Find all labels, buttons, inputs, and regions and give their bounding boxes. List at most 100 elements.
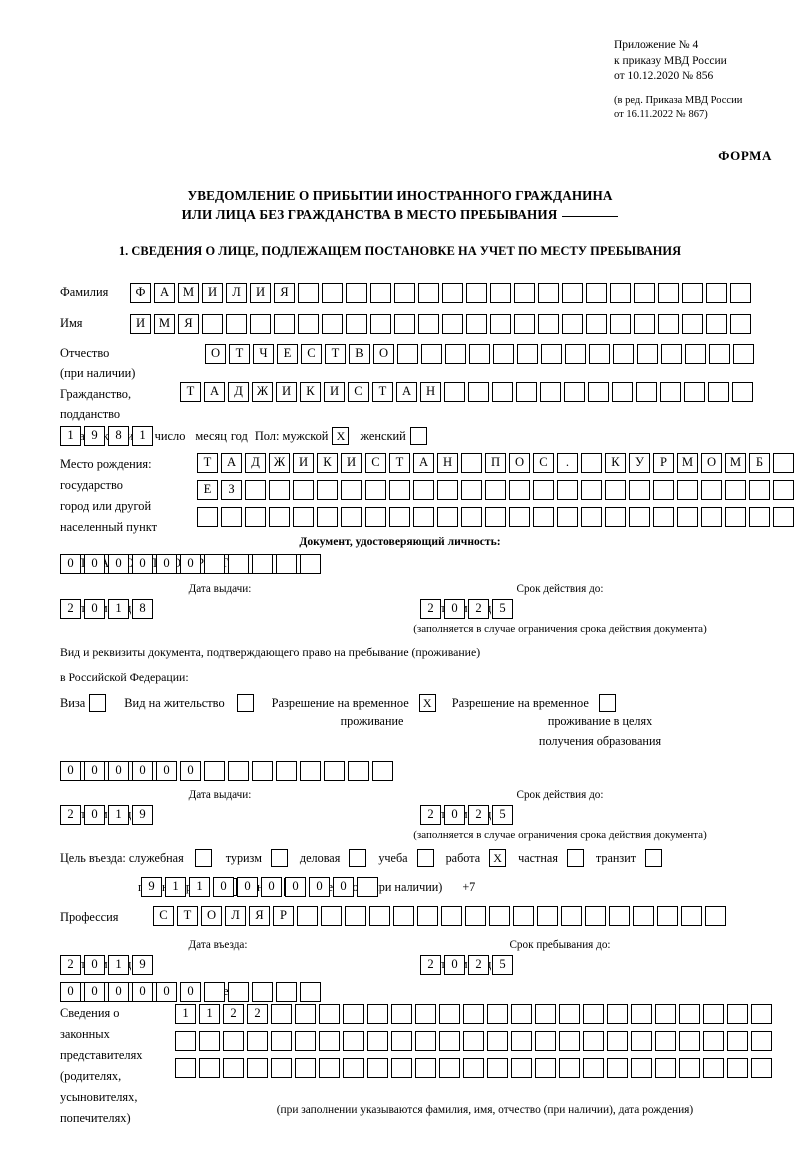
char-cell[interactable]	[365, 480, 386, 500]
char-cell[interactable]	[269, 480, 290, 500]
char-cell[interactable]: .	[557, 453, 578, 473]
char-cell[interactable]: 0	[84, 760, 105, 781]
char-cell[interactable]	[709, 344, 730, 364]
char-cell[interactable]	[541, 344, 562, 364]
char-cell[interactable]	[276, 981, 297, 1002]
char-cell[interactable]	[535, 1004, 556, 1024]
purpose-official-checkbox[interactable]	[194, 849, 212, 867]
char-cell[interactable]	[708, 382, 729, 402]
char-cell[interactable]	[223, 1031, 244, 1051]
char-cell[interactable]	[586, 283, 607, 303]
char-cell[interactable]	[439, 1058, 460, 1078]
char-cell[interactable]	[703, 1031, 724, 1051]
char-cell[interactable]	[444, 382, 465, 402]
char-cell[interactable]	[685, 344, 706, 364]
char-cell[interactable]	[629, 507, 650, 527]
char-cell[interactable]	[703, 1004, 724, 1024]
char-cell[interactable]	[417, 906, 438, 926]
char-cell[interactable]	[703, 1058, 724, 1078]
char-cell[interactable]	[445, 344, 466, 364]
char-cell[interactable]: З	[221, 480, 242, 500]
char-cell[interactable]	[441, 906, 462, 926]
char-cell[interactable]	[197, 507, 218, 527]
char-cell[interactable]: С	[153, 906, 174, 926]
char-cell[interactable]	[415, 1031, 436, 1051]
char-cell[interactable]	[727, 1004, 748, 1024]
char-cell[interactable]: 0	[60, 981, 81, 1002]
char-cell[interactable]: А	[221, 453, 242, 473]
char-cell[interactable]: 0	[444, 598, 465, 619]
char-cell[interactable]: П	[485, 453, 506, 473]
purpose-tourism-checkbox[interactable]	[270, 849, 288, 867]
char-cell[interactable]	[252, 553, 273, 574]
char-cell[interactable]	[537, 906, 558, 926]
char-cell[interactable]	[514, 314, 535, 334]
char-cell[interactable]	[607, 1004, 628, 1024]
char-cell[interactable]	[514, 283, 535, 303]
char-cell[interactable]: В	[349, 344, 370, 364]
char-cell[interactable]	[701, 480, 722, 500]
char-cell[interactable]	[271, 1058, 292, 1078]
char-cell[interactable]	[773, 480, 794, 500]
char-cell[interactable]	[540, 382, 561, 402]
char-cell[interactable]	[485, 507, 506, 527]
char-cell[interactable]	[421, 344, 442, 364]
char-cell[interactable]: И	[324, 382, 345, 402]
char-cell[interactable]	[773, 507, 794, 527]
char-cell[interactable]	[733, 344, 754, 364]
char-cell[interactable]: К	[605, 453, 626, 473]
char-cell[interactable]	[319, 1058, 340, 1078]
char-cell[interactable]	[463, 1058, 484, 1078]
char-cell[interactable]	[346, 283, 367, 303]
char-cell[interactable]: 1	[199, 1004, 220, 1024]
char-cell[interactable]	[204, 981, 225, 1002]
char-cell[interactable]	[509, 480, 530, 500]
char-cell[interactable]	[679, 1031, 700, 1051]
char-cell[interactable]	[343, 1058, 364, 1078]
char-cell[interactable]	[391, 1058, 412, 1078]
char-cell[interactable]: М	[154, 314, 175, 334]
char-cell[interactable]	[610, 283, 631, 303]
char-cell[interactable]	[321, 906, 342, 926]
char-cell[interactable]: 2	[60, 804, 81, 825]
char-cell[interactable]: Т	[229, 344, 250, 364]
char-cell[interactable]: А	[413, 453, 434, 473]
char-cell[interactable]	[204, 553, 225, 574]
char-cell[interactable]	[633, 906, 654, 926]
char-cell[interactable]	[490, 314, 511, 334]
char-cell[interactable]	[300, 553, 321, 574]
char-cell[interactable]: А	[154, 283, 175, 303]
char-cell[interactable]	[415, 1004, 436, 1024]
char-cell[interactable]: Р	[273, 906, 294, 926]
char-cell[interactable]	[367, 1031, 388, 1051]
char-cell[interactable]: Т	[325, 344, 346, 364]
char-cell[interactable]: К	[317, 453, 338, 473]
char-cell[interactable]	[466, 314, 487, 334]
char-cell[interactable]	[533, 480, 554, 500]
char-cell[interactable]	[586, 314, 607, 334]
char-cell[interactable]	[725, 480, 746, 500]
char-cell[interactable]: 5	[492, 954, 513, 975]
char-cell[interactable]	[492, 382, 513, 402]
char-cell[interactable]: 1	[132, 426, 153, 446]
char-cell[interactable]	[365, 507, 386, 527]
purpose-transit-checkbox[interactable]	[645, 849, 663, 867]
char-cell[interactable]	[682, 283, 703, 303]
char-cell[interactable]	[631, 1031, 652, 1051]
char-cell[interactable]	[564, 382, 585, 402]
char-cell[interactable]: 2	[420, 804, 441, 825]
char-cell[interactable]	[228, 760, 249, 781]
char-cell[interactable]	[463, 1031, 484, 1051]
char-cell[interactable]	[252, 981, 273, 1002]
char-cell[interactable]: 0	[156, 553, 177, 574]
char-cell[interactable]	[513, 906, 534, 926]
char-cell[interactable]	[274, 314, 295, 334]
char-cell[interactable]	[394, 314, 415, 334]
char-cell[interactable]	[442, 283, 463, 303]
char-cell[interactable]: 0	[261, 877, 282, 897]
char-cell[interactable]	[706, 283, 727, 303]
